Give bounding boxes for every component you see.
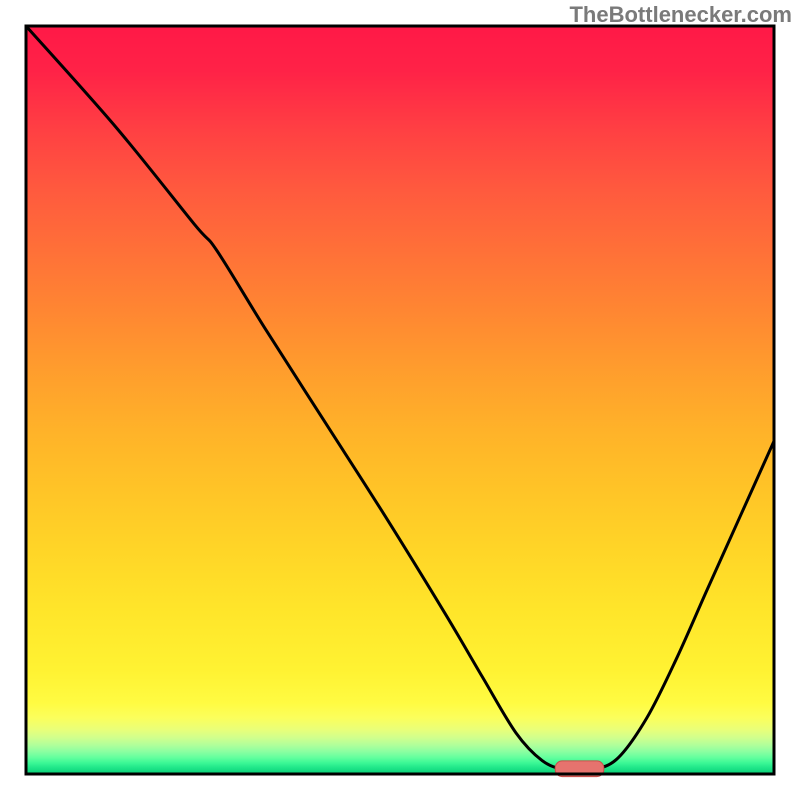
watermark-text: TheBottlenecker.com: [569, 2, 792, 27]
bottleneck-curve-chart: TheBottlenecker.com: [0, 0, 800, 800]
plot-background-gradient: [26, 26, 774, 774]
